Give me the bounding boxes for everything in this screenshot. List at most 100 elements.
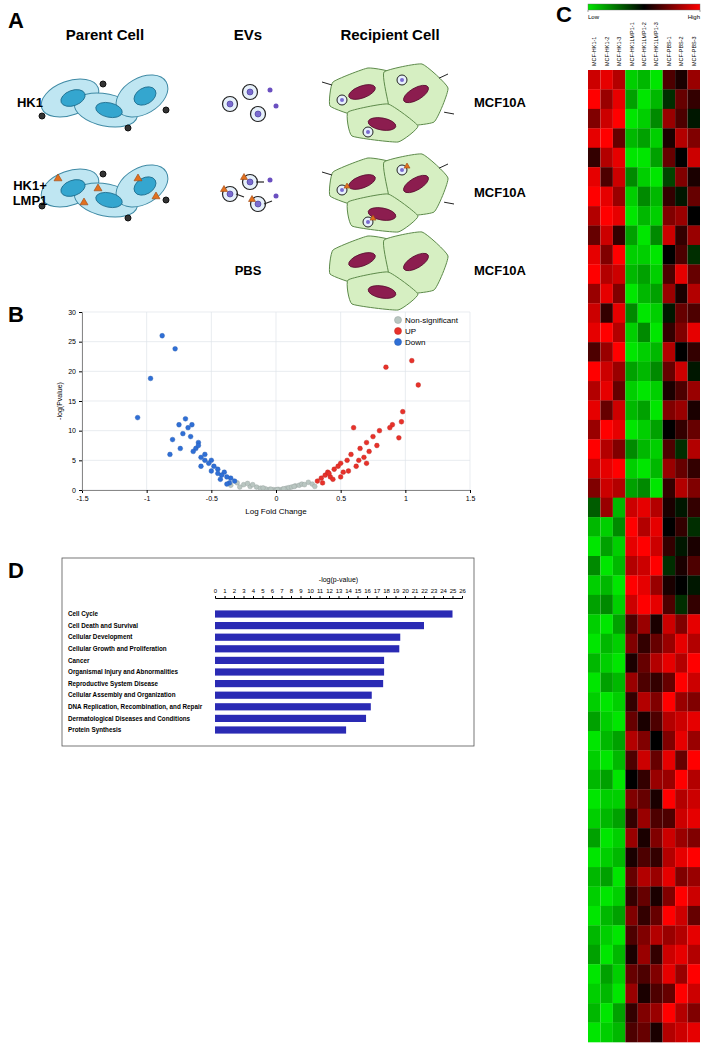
tick-mark (348, 596, 349, 598)
heatmap-cell (650, 187, 662, 207)
heatmap-cell (588, 886, 600, 906)
heatmap-cell (588, 867, 600, 887)
heatmap-cell (588, 70, 600, 90)
tick-label: 30 (68, 309, 76, 316)
heatmap-cell (625, 284, 637, 304)
y-axis-title: -log(Pvalue) (56, 382, 64, 420)
heatmap-cell (588, 89, 600, 109)
tick: 16 (364, 588, 371, 598)
heatmap-cell (613, 964, 625, 984)
heatmap-cell (625, 692, 637, 712)
tick: 8 (290, 588, 294, 598)
tick: 24 (440, 588, 447, 598)
heatmap-cell (588, 925, 600, 945)
point (173, 346, 178, 351)
column-header: EVs (234, 26, 262, 43)
heatmap-cell (688, 245, 700, 265)
recipient-nucleus (401, 250, 431, 274)
heatmap-cell (663, 89, 675, 109)
heatmap-cell (600, 634, 612, 654)
heatmap-cell (600, 420, 612, 440)
point (396, 435, 401, 440)
recipient-cell (347, 104, 418, 142)
heatmap-cell (650, 964, 662, 984)
tick-mark (225, 596, 226, 598)
points (135, 333, 420, 490)
heatmap-cell (588, 809, 600, 829)
figure-svg: ABCDParent CellEVsRecipient CellHK1HK1+L… (0, 0, 726, 1050)
heatmap-cell (625, 517, 637, 537)
heatmap-cell (638, 925, 650, 945)
heatmap-cell (600, 575, 612, 595)
tick-label: 0 (275, 495, 279, 502)
tick-label: 26 (459, 588, 466, 594)
point (351, 425, 356, 430)
heatmap-cell (588, 614, 600, 634)
point (180, 431, 185, 436)
heatmap-cell (663, 886, 675, 906)
heatmap-cell (675, 498, 687, 518)
heatmap-cell (600, 867, 612, 887)
heatmap-cell (613, 809, 625, 829)
heatmap-cell (650, 614, 662, 634)
heatmap-cell (675, 89, 687, 109)
heatmap-cell (588, 517, 600, 537)
heatmap-cell (663, 70, 675, 90)
heatmap-cell (588, 264, 600, 284)
vesicle-dot (125, 125, 131, 131)
heatmap-cell (638, 303, 650, 323)
vesicle-dot (125, 215, 131, 221)
tick: 1.5 (466, 490, 476, 502)
category-label: Cell Cycle (68, 610, 99, 618)
heatmap-cell (650, 848, 662, 868)
tick-label: 10 (307, 588, 314, 594)
heatmap-cell (588, 653, 600, 673)
column-label: MCF-PBS-2 (678, 36, 684, 66)
heatmap-cell (600, 517, 612, 537)
heatmap-cell (650, 537, 662, 557)
heatmap-cell (675, 731, 687, 751)
tick: 5 (261, 588, 265, 598)
tick: 20 (68, 368, 82, 375)
heatmap-cell (675, 517, 687, 537)
heatmap-cell (663, 362, 675, 382)
heatmap-cell (600, 673, 612, 693)
internal-ev (337, 95, 347, 105)
heatmap-cell (638, 517, 650, 537)
heatmap-cell (613, 692, 625, 712)
heatmap-cell (588, 731, 600, 751)
heatmap-cell (675, 1003, 687, 1023)
heatmap-cell (650, 206, 662, 226)
heatmap-cell (638, 109, 650, 129)
color-bar-label: Low (588, 14, 600, 20)
heatmap-cell (663, 1003, 675, 1023)
tick-label: 20 (402, 588, 409, 594)
tick: 17 (374, 588, 381, 598)
category-label: Cellular Development (68, 633, 133, 641)
tick-mark (462, 596, 463, 598)
heatmap-cell (600, 1003, 612, 1023)
tick-label: -1 (144, 495, 150, 502)
heatmap-cell (650, 303, 662, 323)
ev-cargo (255, 111, 261, 117)
ev-cargo (400, 168, 404, 172)
vesicle-dot (274, 194, 279, 199)
heatmap-cell (613, 848, 625, 868)
tick-mark (386, 596, 387, 598)
point (384, 365, 389, 370)
heatmap-cell (600, 323, 612, 343)
heatmap-cell (650, 828, 662, 848)
heatmap-cell (613, 1003, 625, 1023)
tick-label: 2 (233, 588, 237, 594)
heatmap-cell (675, 323, 687, 343)
heatmap-cell (688, 886, 700, 906)
heatmap-cell (613, 109, 625, 129)
heatmap-cell (638, 420, 650, 440)
heatmap-cell (663, 595, 675, 615)
heatmap-cell (625, 323, 637, 343)
heatmap-cell (638, 731, 650, 751)
heatmap-cell (625, 886, 637, 906)
heatmap-cell (613, 128, 625, 148)
heatmap-cell (613, 595, 625, 615)
heatmap-cell (675, 264, 687, 284)
